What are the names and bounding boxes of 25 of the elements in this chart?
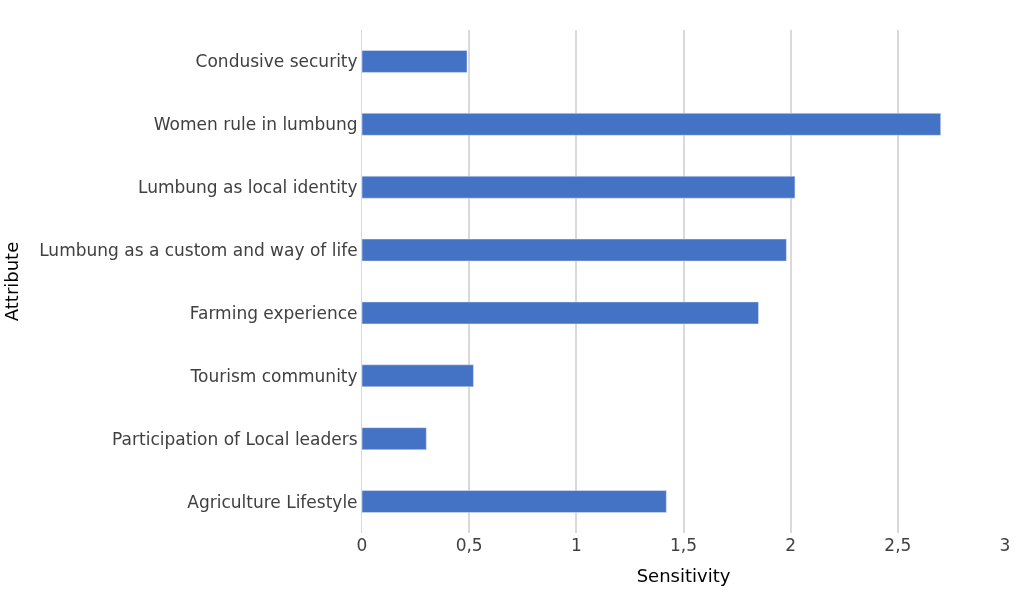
y-tick-label: Condusive security xyxy=(195,51,358,72)
x-tick-label: 2 xyxy=(785,535,797,555)
y-tick-label: Agriculture Lifestyle xyxy=(187,491,358,512)
y-tick-label: Lumbung as local identity xyxy=(137,177,358,198)
y-tick-label: Lumbung as a custom and way of life xyxy=(39,240,358,261)
bar xyxy=(362,490,667,513)
bar xyxy=(362,427,427,450)
y-tick-label: Tourism community xyxy=(189,365,358,386)
y-tick-label: Participation of Local leaders xyxy=(112,428,358,449)
bar xyxy=(362,175,796,199)
y-axis-title: Attribute xyxy=(1,241,23,322)
x-tick-label: 0 xyxy=(356,535,368,555)
x-tick-label: 1,5 xyxy=(669,535,698,555)
bar xyxy=(362,238,787,262)
x-tick-label: 2,5 xyxy=(884,535,912,555)
x-tick-label: 1 xyxy=(570,535,582,555)
bar xyxy=(362,364,474,388)
x-axis-title: Sensitivity xyxy=(636,565,731,587)
x-tick-label: 3 xyxy=(999,535,1011,555)
x-tick-label: 0,5 xyxy=(455,535,483,555)
bar xyxy=(362,50,468,73)
bar xyxy=(362,301,759,325)
y-tick-label: Farming experience xyxy=(189,302,358,323)
y-tick-label: Women rule in lumbung xyxy=(153,114,358,135)
bar xyxy=(362,113,941,136)
